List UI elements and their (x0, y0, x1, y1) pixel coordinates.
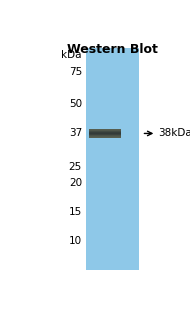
Text: Western Blot: Western Blot (67, 43, 158, 56)
Text: 75: 75 (69, 66, 82, 77)
Text: kDa: kDa (61, 50, 82, 60)
Bar (86, 48, 139, 270)
Text: 10: 10 (69, 235, 82, 246)
Text: 38kDa: 38kDa (158, 129, 190, 138)
Text: 20: 20 (69, 178, 82, 188)
Text: 25: 25 (69, 162, 82, 172)
Text: 15: 15 (69, 207, 82, 217)
Text: 37: 37 (69, 129, 82, 138)
Text: 50: 50 (69, 99, 82, 109)
